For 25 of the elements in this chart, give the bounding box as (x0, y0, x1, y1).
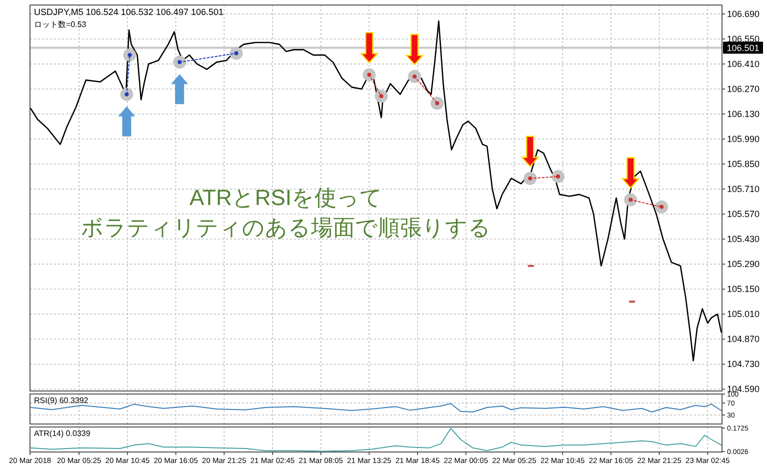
line-series (30, 20, 722, 362)
line-series (30, 403, 722, 412)
chart-title: ATR(14) 0.0339 (34, 429, 91, 438)
y-tick-label: 105.990 (727, 134, 760, 144)
y-tick-label: 106.550 (727, 34, 760, 44)
y-tick-label: 105.290 (727, 259, 760, 270)
chart-title: RSI(9) 60.3392 (34, 396, 89, 405)
ref-line-label: 106.501 (726, 43, 760, 54)
y-tick-label: 106.690 (727, 8, 760, 19)
y-tick-label: 106.130 (727, 109, 760, 120)
y-tick-label: 106.270 (727, 84, 760, 94)
y-tick-label: 105.570 (727, 209, 760, 220)
y-tick-label: 105.010 (727, 309, 760, 320)
y-tick-label: 106.410 (727, 58, 760, 69)
y-tick-label: 105.150 (727, 284, 760, 294)
annotation: ロット数=0.53 (34, 20, 87, 29)
y-tick-label: 104.730 (727, 359, 760, 370)
y-tick-label: 104.870 (727, 334, 760, 344)
y-tick-label: 105.710 (727, 184, 760, 194)
annotation: ATRとRSIを使って (189, 185, 383, 210)
y-tick-label: 105.850 (727, 159, 760, 170)
y-tick-label: 105.430 (727, 234, 760, 244)
chart-title: USDJPY,M5 106.524 106.532 106.497 106.501 (34, 7, 224, 17)
annotation: ボラティリティのある場面で順張りする (81, 215, 491, 240)
line-series (30, 428, 722, 452)
